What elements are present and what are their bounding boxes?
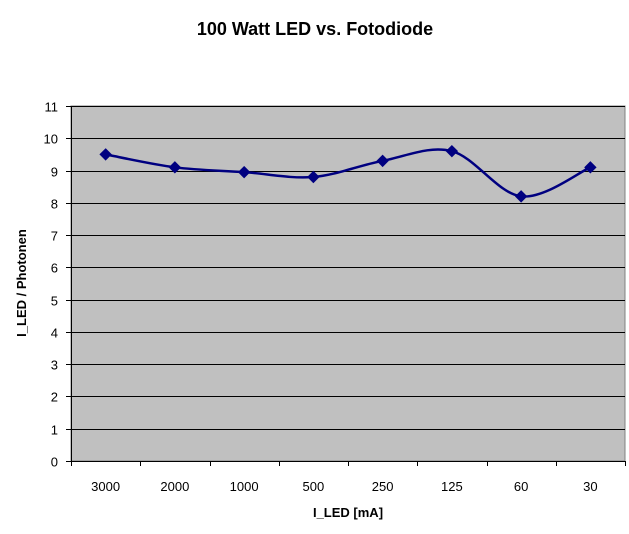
series-line xyxy=(105,148,591,198)
x-tick-label: 125 xyxy=(441,479,463,494)
y-tick-label: 3 xyxy=(51,358,58,373)
y-tick-label: 7 xyxy=(51,229,58,244)
y-tick-label: 9 xyxy=(51,165,58,180)
x-axis-ticks: 3000 2000 1000 500 250 125 60 30 xyxy=(71,461,626,494)
data-point-marker xyxy=(584,161,597,174)
data-point-marker xyxy=(307,170,320,184)
series-group xyxy=(99,144,597,203)
y-tick-label: 5 xyxy=(51,294,58,309)
y-axis-label: I_LED / Photonen xyxy=(14,229,29,337)
x-axis-label: I_LED [mA] xyxy=(313,505,383,520)
y-tick-label: 1 xyxy=(51,423,58,438)
y-axis-ticks: 0 1 2 3 4 5 6 7 8 9 10 11 xyxy=(44,100,71,470)
plot-area xyxy=(70,105,626,462)
x-tick-label: 500 xyxy=(303,479,325,494)
data-point-marker xyxy=(99,148,112,161)
x-tick-label: 250 xyxy=(372,479,394,494)
x-tick-label: 3000 xyxy=(91,479,120,494)
y-tick-label: 4 xyxy=(51,326,58,341)
y-tick-label: 11 xyxy=(45,100,59,115)
x-tick-label: 30 xyxy=(583,479,597,494)
data-point-marker xyxy=(514,190,528,203)
data-point-marker xyxy=(376,154,389,168)
x-tick-label: 1000 xyxy=(230,479,259,494)
data-point-marker xyxy=(237,165,251,179)
chart-title: 100 Watt LED vs. Fotodiode xyxy=(197,19,433,39)
y-tick-label: 8 xyxy=(51,197,58,212)
y-tick-label: 0 xyxy=(51,455,58,470)
x-tick-label: 2000 xyxy=(160,479,189,494)
y-tick-label: 2 xyxy=(51,390,58,405)
x-tick-label: 60 xyxy=(514,479,528,494)
y-tick-label: 10 xyxy=(44,132,58,147)
y-tick-label: 6 xyxy=(51,261,58,276)
data-point-marker xyxy=(168,161,182,174)
data-point-marker xyxy=(445,144,459,158)
gridlines xyxy=(71,106,625,430)
